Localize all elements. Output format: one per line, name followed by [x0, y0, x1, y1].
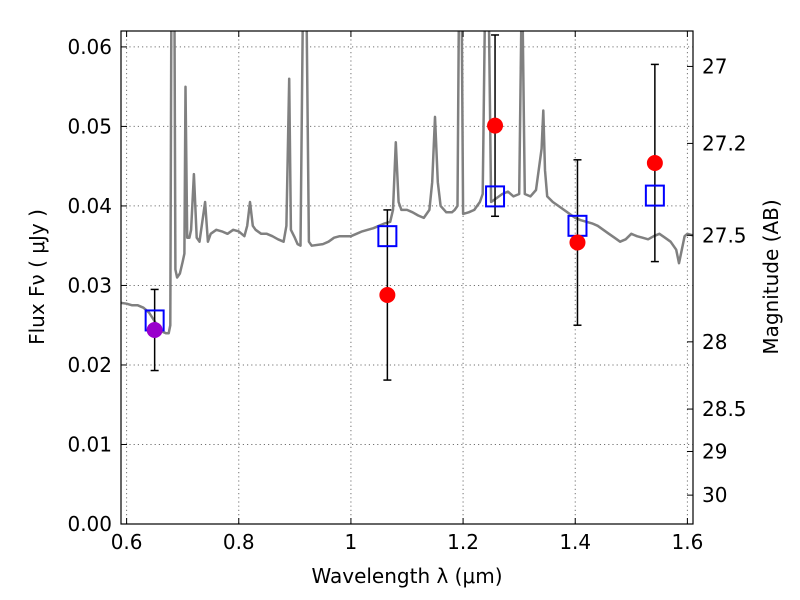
x-tick-label: 0.6	[111, 530, 143, 554]
model-photometry-square	[485, 185, 506, 208]
model-photometry-square	[377, 225, 398, 248]
observed-photometry-point	[569, 234, 586, 251]
y-tick-label: 0.05	[67, 114, 112, 138]
observed-photometry-point	[646, 154, 663, 171]
y-tick-label: 0.02	[67, 353, 112, 377]
y2-tick-label: 27	[702, 54, 727, 78]
y-tick-label: 0.06	[67, 35, 112, 59]
y-tick-label: 0.04	[67, 194, 112, 218]
model-photometry-square	[644, 184, 665, 207]
y2-tick-label: 28.5	[702, 397, 747, 421]
axis-ticks: 0.6 0.8 1 1.2 1.4 1.6 0.00 0.01 0.02 0.03 0.04 0.05…	[67, 31, 747, 554]
y2-tick-label: 27.5	[702, 223, 747, 247]
y-axis-title: Flux Fν ( μJy )	[25, 209, 49, 345]
x-tick-label: 1.2	[447, 530, 479, 554]
y2-tick-label: 27.2	[702, 131, 747, 155]
observed-photometry-point	[487, 117, 504, 134]
x-axis-title: Wavelength λ (μm)	[311, 564, 502, 588]
x-tick-label: 1	[345, 530, 358, 554]
y-tick-label: 0.03	[67, 273, 112, 297]
observed-photometry-point	[146, 321, 163, 338]
y2-tick-label: 30	[702, 483, 727, 507]
plot-area	[121, 31, 693, 381]
y2-tick-label: 28	[702, 330, 727, 354]
plot-frame	[120, 30, 694, 525]
x-tick-label: 1.6	[671, 530, 703, 554]
y-tick-label: 0.01	[67, 432, 112, 456]
y2-tick-label: 29	[702, 439, 727, 463]
y2-axis-title: Magnitude (AB)	[759, 199, 783, 354]
observed-photometry-point	[379, 286, 396, 303]
x-tick-label: 0.8	[223, 530, 255, 554]
y-tick-label: 0.00	[67, 512, 112, 536]
x-tick-label: 1.4	[559, 530, 591, 554]
